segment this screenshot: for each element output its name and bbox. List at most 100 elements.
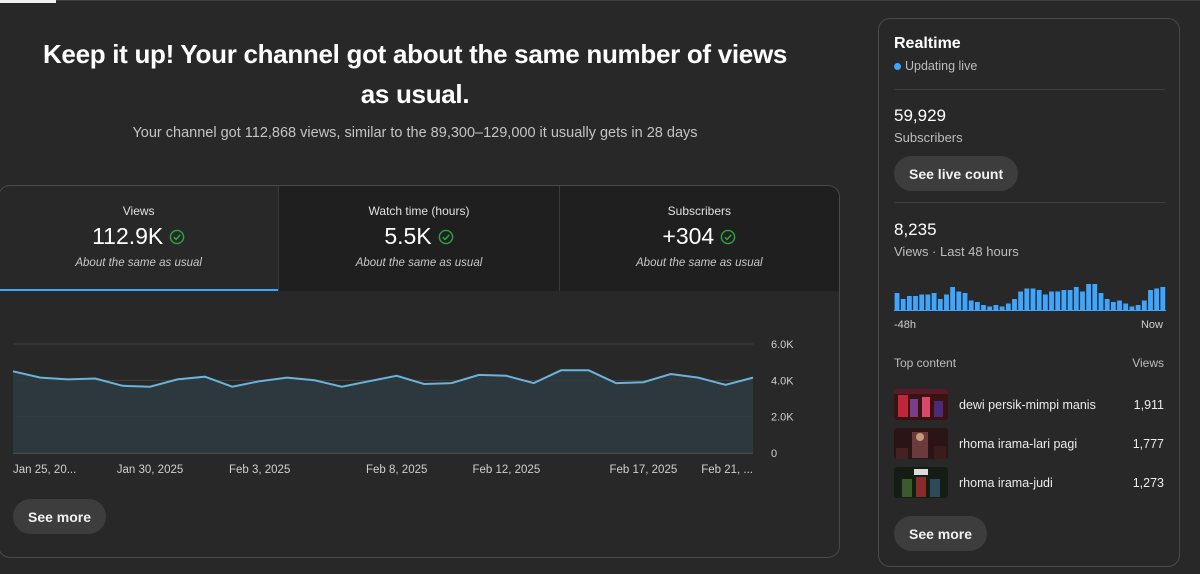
realtime-bar — [919, 294, 925, 311]
realtime-views-count: 8,235 — [894, 220, 937, 239]
realtime-bar — [975, 302, 980, 311]
realtime-bar — [1073, 287, 1079, 311]
realtime-bar — [931, 293, 937, 311]
realtime-bar — [1086, 284, 1091, 311]
y-tick-label: 0 — [771, 448, 777, 460]
divider — [894, 202, 1165, 203]
realtime-bar — [1123, 303, 1129, 311]
subscriber-label: Subscribers — [894, 130, 963, 145]
realtime-bar — [907, 296, 912, 311]
views-chart-svg: 0 2.0K 4.0K 6.0K Jan 25, 20... Jan 30, 2025 Fe… — [12, 339, 794, 476]
realtime-bar — [1012, 299, 1017, 311]
realtime-bar — [1092, 284, 1098, 311]
top-content-header: Top content Views — [894, 356, 1164, 370]
metric-value-text: 5.5K — [384, 223, 432, 249]
page-subline: Your channel got 112,868 views, similar … — [132, 125, 698, 141]
subscriber-count: 59,929 — [894, 106, 946, 125]
metric-label: Watch time (hours) — [368, 204, 470, 218]
realtime-bar — [1024, 288, 1030, 311]
video-thumbnail[interactable] — [894, 428, 948, 459]
check-circle-icon — [169, 229, 185, 244]
realtime-bar — [993, 305, 999, 311]
views-area — [13, 370, 753, 453]
realtime-bar — [1049, 291, 1054, 311]
realtime-bar — [962, 293, 968, 311]
overview-card: Views 112.9K About the same as usual Wat… — [0, 185, 840, 558]
video-thumbnail[interactable] — [894, 467, 948, 498]
realtime-bar — [999, 306, 1005, 311]
video-views: 1,777 — [1132, 437, 1164, 451]
top-content-item[interactable]: rhoma irama-judi 1,273 — [894, 467, 1164, 499]
realtime-bar — [937, 299, 943, 311]
realtime-bar — [1061, 290, 1067, 311]
metric-note: About the same as usual — [75, 257, 202, 269]
realtime-bar — [900, 299, 906, 311]
see-more-top-content-button[interactable]: See more — [894, 516, 988, 551]
video-title[interactable]: rhoma irama-lari pagi — [959, 437, 1078, 451]
realtime-bar-chart[interactable] — [894, 281, 1166, 311]
realtime-bar — [1135, 305, 1141, 311]
active-tab-indicator — [0, 0, 56, 3]
metric-tabs: Views 112.9K About the same as usual Wat… — [0, 186, 839, 291]
realtime-bar — [1036, 290, 1042, 311]
y-tick-label: 6.0K — [771, 339, 794, 351]
realtime-bar — [1141, 300, 1147, 311]
metric-label: Views — [122, 204, 155, 218]
metric-tab-watch-time[interactable]: Watch time (hours) 5.5K About the same a… — [278, 186, 559, 291]
realtime-views-label: Views · Last 48 hours — [894, 244, 1019, 259]
see-more-button[interactable]: See more — [13, 499, 107, 534]
views-line — [12, 369, 754, 388]
realtime-bar — [1160, 287, 1166, 311]
video-thumbnail[interactable] — [894, 389, 948, 420]
bar-axis-start: -48h — [894, 319, 917, 331]
metric-value: +304 — [662, 223, 736, 250]
realtime-bar — [1129, 306, 1135, 311]
realtime-title: Realtime — [894, 35, 961, 52]
metric-label: Subscribers — [667, 204, 731, 218]
views-chart[interactable]: 0 2.0K 4.0K 6.0K Jan 25, 20... Jan 30, 2025 Fe… — [0, 291, 839, 491]
realtime-bar — [1018, 291, 1023, 311]
realtime-bar — [956, 291, 962, 311]
y-tick-label: 2.0K — [771, 412, 794, 424]
top-content-label: Top content — [894, 356, 957, 370]
realtime-bar — [894, 293, 900, 311]
realtime-bar — [944, 294, 949, 311]
top-content-item[interactable]: rhoma irama-lari pagi 1,777 — [894, 428, 1164, 460]
metric-note: About the same as usual — [355, 257, 483, 269]
check-circle-icon — [438, 229, 453, 244]
video-title[interactable]: rhoma irama-judi — [959, 476, 1053, 490]
metric-tab-subscribers[interactable]: Subscribers +304 About the same as usual — [558, 186, 839, 291]
realtime-bar — [1080, 291, 1085, 311]
live-dot-icon — [894, 62, 901, 70]
metric-value: 112.9K — [92, 223, 185, 250]
top-content-item[interactable]: dewi persik-mimpi manis 1,911 — [894, 389, 1164, 421]
realtime-bar — [1154, 288, 1159, 311]
metric-note: About the same as usual — [636, 257, 763, 269]
divider — [894, 89, 1165, 90]
live-status: Updating live — [894, 59, 977, 73]
realtime-bar — [1117, 300, 1122, 311]
realtime-bar — [1067, 290, 1073, 311]
realtime-bar — [1055, 291, 1061, 311]
video-views: 1,273 — [1132, 476, 1164, 490]
see-live-count-button[interactable]: See live count — [894, 156, 1019, 191]
x-tick-label: Feb 17, 2025 — [609, 464, 677, 476]
video-title[interactable]: dewi persik-mimpi manis — [959, 398, 1096, 412]
realtime-bar — [1030, 288, 1036, 311]
x-tick-label: Jan 25, 20... — [13, 464, 76, 476]
realtime-bar — [987, 306, 993, 311]
metric-tab-views[interactable]: Views 112.9K About the same as usual — [0, 186, 279, 291]
x-tick-label: Jan 30, 2025 — [117, 464, 184, 476]
metric-value: 5.5K — [384, 223, 453, 250]
x-tick-label: Feb 8, 2025 — [366, 464, 427, 476]
x-tick-label: Feb 21, ... — [701, 464, 753, 476]
x-tick-label: Feb 12, 2025 — [472, 464, 540, 476]
realtime-bar — [1043, 294, 1048, 311]
top-content-views-label: Views — [1132, 356, 1164, 370]
metric-value-text: 112.9K — [92, 223, 164, 249]
realtime-bar — [1098, 293, 1104, 311]
check-circle-icon — [720, 229, 736, 244]
realtime-bar — [1104, 299, 1110, 311]
realtime-bar — [950, 287, 955, 311]
realtime-bar — [925, 294, 931, 311]
